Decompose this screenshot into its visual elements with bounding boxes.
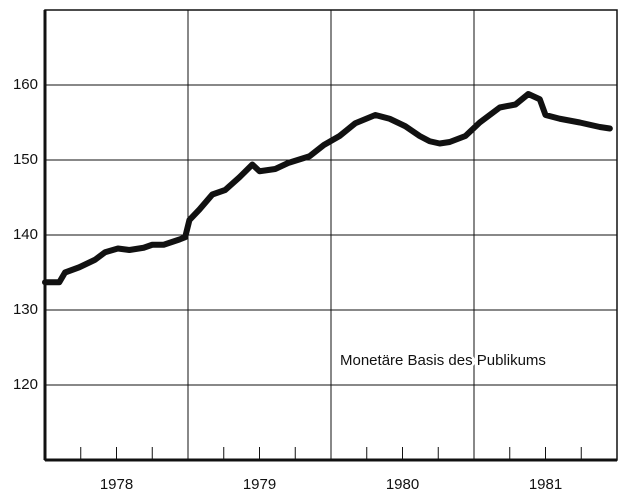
y-tick-label: 130 bbox=[13, 301, 38, 318]
annotation: Monetäre Basis des Publikums bbox=[340, 352, 546, 369]
y-tick-label: 160 bbox=[13, 76, 38, 93]
x-tick-label: 1979 bbox=[243, 476, 276, 493]
x-tick-label: 1981 bbox=[529, 476, 562, 493]
x-tick-label: 1978 bbox=[100, 476, 133, 493]
x-tick-label: 1980 bbox=[386, 476, 419, 493]
y-tick-label: 150 bbox=[13, 151, 38, 168]
y-tick-label: 120 bbox=[13, 376, 38, 393]
y-tick-label: 140 bbox=[13, 226, 38, 243]
data-line bbox=[42, 91, 613, 286]
